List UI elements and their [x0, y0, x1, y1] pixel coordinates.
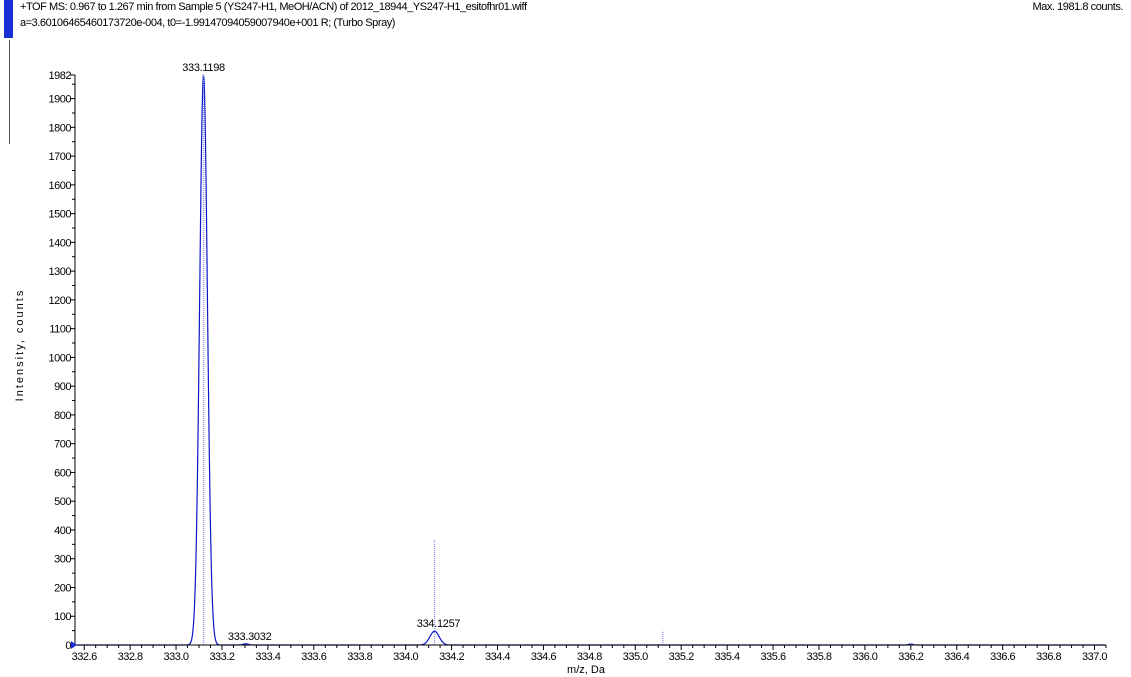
x-tick-label: 333.0	[164, 651, 189, 663]
x-tick-label: 332.6	[72, 651, 97, 663]
x-tick-label: 335.8	[806, 651, 831, 663]
x-tick-label: 335.0	[623, 651, 648, 663]
x-tick-label: 336.8	[1036, 651, 1061, 663]
x-tick-label: 337.0	[1082, 651, 1107, 663]
y-tick-label: 200	[54, 582, 71, 594]
max-counts: Max. 1981.8 counts.	[1032, 1, 1123, 13]
y-tick-label: 0	[65, 640, 71, 652]
y-tick-label: 1300	[49, 266, 72, 278]
x-tick-label: 336.6	[990, 651, 1015, 663]
x-tick-label: 333.8	[347, 651, 372, 663]
x-tick-label: 333.6	[301, 651, 326, 663]
y-tick-label: 1900	[49, 94, 72, 106]
y-tick-label: 100	[54, 611, 71, 623]
axes-layer: 332.6 332.8 333.0 333.2 333.4 333.6 333.8 334.0…	[49, 70, 1108, 663]
peak-label: 333.1198	[182, 62, 225, 74]
calibration-info: a=3.60106465460173720e-004, t0=-1.991470…	[20, 17, 395, 29]
y-tick-label: 1500	[49, 209, 72, 221]
y-tick-label: 1800	[49, 122, 72, 134]
origin-marker-icon	[71, 641, 77, 649]
x-tick-label: 335.2	[669, 651, 694, 663]
x-tick-label: 334.4	[485, 651, 510, 663]
profile-layer	[75, 74, 1106, 646]
y-tick-label: 1000	[49, 352, 72, 364]
profile-trace	[75, 74, 1106, 646]
peak-label: 333.3032	[228, 631, 272, 643]
x-tick-label: 333.2	[209, 651, 234, 663]
spectrum-color-marker	[4, 0, 13, 38]
x-tick-label: 334.6	[531, 651, 556, 663]
y-tick-label: 1600	[49, 180, 72, 192]
x-tick-label: 336.2	[898, 651, 923, 663]
y-tick-label: 600	[54, 467, 71, 479]
y-tick-label: 700	[54, 439, 71, 451]
y-axis-title: Intensity, counts	[14, 289, 26, 402]
peak-label: 334.1257	[417, 618, 461, 630]
x-tick-label: 334.2	[439, 651, 464, 663]
x-tick-label: 336.4	[944, 651, 969, 663]
y-tick-label: 500	[54, 496, 71, 508]
pane-divider	[9, 40, 10, 144]
y-tick-label: 1982	[49, 70, 72, 82]
y-tick-label: 900	[54, 381, 71, 393]
y-tick-label: 300	[54, 554, 71, 566]
x-tick-label: 335.4	[715, 651, 740, 663]
y-tick-label: 800	[54, 410, 71, 422]
y-tick-label: 1700	[49, 151, 72, 163]
y-tick-label: 1100	[49, 324, 71, 336]
y-tick-label: 1200	[49, 295, 72, 307]
x-tick-label: 333.4	[255, 651, 280, 663]
x-tick-label: 332.8	[118, 651, 143, 663]
x-tick-label: 335.6	[761, 651, 786, 663]
x-tick-label: 336.0	[852, 651, 877, 663]
y-tick-label: 400	[54, 525, 71, 537]
x-tick-label: 334.8	[577, 651, 602, 663]
y-tick-label: 1400	[49, 237, 72, 249]
spectrum-title: +TOF MS: 0.967 to 1.267 min from Sample …	[20, 1, 527, 13]
label-layer: 333.1198 333.3032 334.1257	[182, 62, 461, 643]
x-axis-title: m/z, Da	[567, 664, 606, 676]
x-tick-label: 334.0	[393, 651, 418, 663]
centroid-layer	[202, 75, 912, 645]
